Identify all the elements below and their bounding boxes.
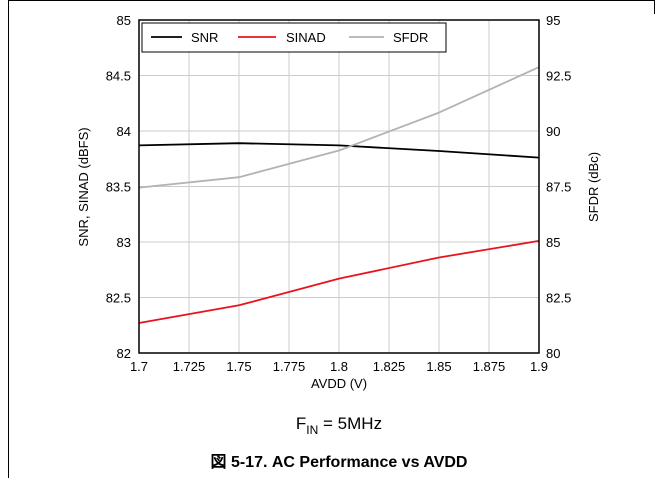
y-right-tick-label: 85 bbox=[546, 235, 560, 250]
y-axis-left-ticks: 82 82.5 83 83.5 84 84.5 85 bbox=[106, 13, 131, 361]
y-left-tick-label: 84 bbox=[117, 124, 131, 139]
y-axis-left-title: SNR, SINAD (dBFS) bbox=[76, 127, 91, 246]
legend-box bbox=[141, 22, 447, 53]
y-right-tick-label: 95 bbox=[546, 13, 560, 28]
condition-rest: = 5MHz bbox=[318, 414, 382, 433]
y-left-tick-label: 84.5 bbox=[106, 69, 131, 84]
y-axis-right-ticks: 80 82.5 85 87.5 90 92.5 95 bbox=[546, 13, 571, 361]
y-axis-right-title: SFDR (dBc) bbox=[586, 152, 601, 222]
x-tick-label: 1.7 bbox=[130, 359, 148, 374]
x-tick-label: 1.8 bbox=[330, 359, 348, 374]
gridlines bbox=[139, 20, 539, 353]
x-axis-ticks: 1.7 1.725 1.75 1.775 1.8 1.825 1.85 1.875 1.9 bbox=[130, 359, 548, 374]
legend: SNR SINAD SFDR bbox=[141, 22, 447, 53]
y-right-tick-label: 90 bbox=[546, 124, 560, 139]
x-tick-label: 1.85 bbox=[426, 359, 451, 374]
y-right-tick-label: 80 bbox=[546, 346, 560, 361]
legend-label-snr: SNR bbox=[191, 30, 218, 45]
y-left-tick-label: 82.5 bbox=[106, 291, 131, 306]
condition-base: F bbox=[296, 414, 306, 433]
figure-caption: 図 5-17. AC Performance vs AVDD bbox=[211, 453, 468, 471]
legend-label-sinad: SINAD bbox=[286, 30, 326, 45]
y-left-tick-label: 82 bbox=[117, 346, 131, 361]
series-line-sfdr bbox=[138, 66, 540, 189]
x-tick-label: 1.875 bbox=[473, 359, 506, 374]
x-tick-label: 1.75 bbox=[226, 359, 251, 374]
series-lines bbox=[138, 66, 540, 324]
x-tick-label: 1.9 bbox=[530, 359, 548, 374]
x-tick-label: 1.725 bbox=[173, 359, 206, 374]
y-right-tick-label: 87.5 bbox=[546, 180, 571, 195]
condition-label: FIN = 5MHz bbox=[296, 414, 382, 437]
plot-area bbox=[138, 19, 540, 354]
y-right-tick-label: 82.5 bbox=[546, 291, 571, 306]
x-tick-label: 1.825 bbox=[373, 359, 406, 374]
y-right-tick-label: 92.5 bbox=[546, 69, 571, 84]
y-left-tick-label: 83 bbox=[117, 235, 131, 250]
x-axis-title: AVDD (V) bbox=[311, 376, 367, 391]
series-line-snr bbox=[138, 142, 540, 159]
condition-subscript: IN bbox=[306, 423, 318, 437]
y-left-tick-label: 83.5 bbox=[106, 180, 131, 195]
series-line-sinad bbox=[138, 240, 540, 324]
x-tick-label: 1.775 bbox=[273, 359, 306, 374]
y-left-tick-label: 85 bbox=[117, 13, 131, 28]
legend-label-sfdr: SFDR bbox=[393, 30, 428, 45]
